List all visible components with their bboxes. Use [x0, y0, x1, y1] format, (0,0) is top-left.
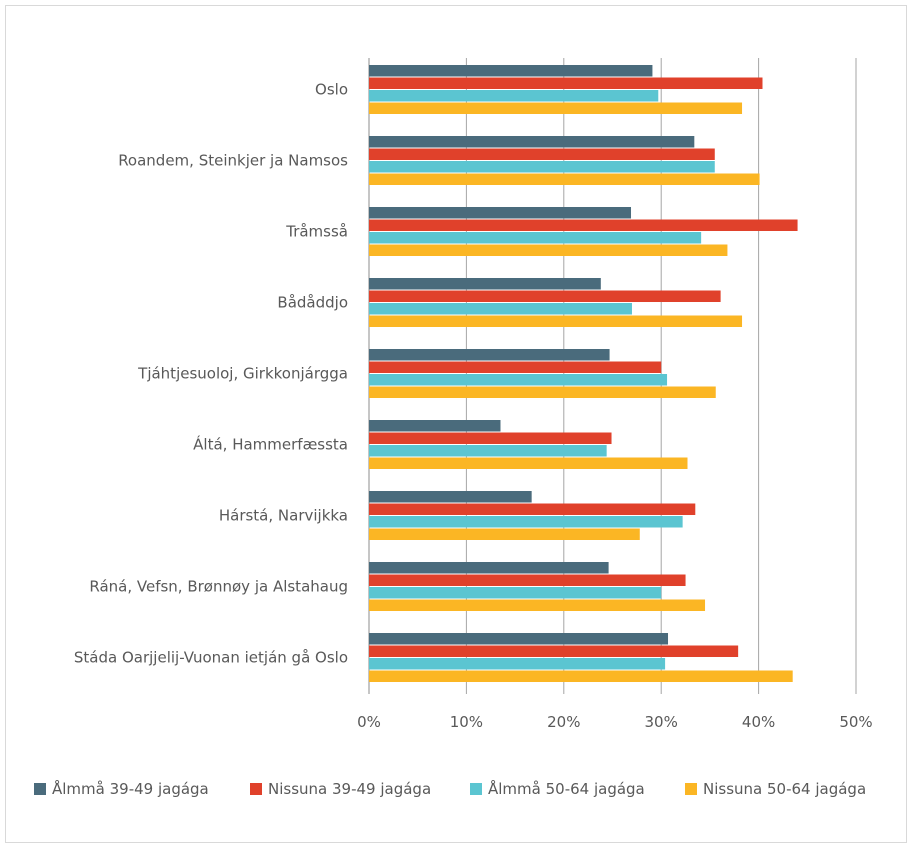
- category-labels: Oslo Roandem, Steinkjer ja Namsos Tråmsså B…: [74, 81, 348, 667]
- bar: [369, 361, 662, 373]
- bar: [369, 432, 612, 444]
- bar: [369, 77, 763, 89]
- legend-label: Ålmmå 39-49 jagága: [52, 779, 209, 798]
- bar: [369, 386, 716, 398]
- bar: [369, 136, 695, 148]
- bar: [369, 173, 760, 185]
- legend-label: Nissuna 50-64 jagága: [703, 780, 866, 798]
- bar: [369, 574, 686, 586]
- legend-swatch: [34, 783, 46, 795]
- category-label: Hárstá, Narvijkka: [219, 507, 348, 525]
- x-tick-label: 0%: [357, 713, 381, 731]
- bar: [369, 633, 669, 645]
- category-label: Tjáhtjesuoloj, Girkkonjárgga: [137, 365, 348, 383]
- bar: [369, 503, 696, 515]
- category-label: Ráná, Vefsn, Brønnøy ja Alstahaug: [89, 578, 348, 596]
- bar: [369, 374, 668, 386]
- bar: [369, 207, 632, 219]
- bar: [369, 303, 632, 315]
- bar: [369, 161, 715, 173]
- bar: [369, 445, 607, 457]
- bar: [369, 645, 739, 657]
- bar: [369, 232, 702, 244]
- bar: [369, 315, 743, 327]
- legend: Ålmmå 39-49 jagága Nissuna 39-49 jagága Ål…: [34, 779, 866, 798]
- legend-item: Ålmmå 50-64 jagága: [470, 779, 645, 798]
- category-label: Stáda Oarjjelij-Vuonan ietján gå Oslo: [74, 649, 348, 667]
- bar: [369, 516, 683, 528]
- bar: [369, 491, 532, 503]
- legend-item: Nissuna 39-49 jagága: [250, 780, 431, 798]
- bar: [369, 219, 798, 231]
- bars: [369, 65, 798, 682]
- legend-label: Ålmmå 50-64 jagága: [488, 779, 645, 798]
- bar: [369, 670, 793, 682]
- category-label: Roandem, Steinkjer ja Namsos: [118, 152, 348, 170]
- legend-item: Ålmmå 39-49 jagága: [34, 779, 209, 798]
- category-label: Bådåddjo: [277, 294, 348, 312]
- bar: [369, 562, 609, 574]
- x-tick-labels: 0% 10% 20% 30% 40% 50%: [357, 713, 873, 731]
- x-tick-label: 50%: [839, 713, 872, 731]
- bar: [369, 278, 601, 290]
- bar: [369, 457, 688, 469]
- legend-swatch: [250, 783, 262, 795]
- x-tick-label: 40%: [742, 713, 775, 731]
- bar: [369, 349, 610, 361]
- x-tick-label: 20%: [547, 713, 580, 731]
- category-label: Oslo: [315, 81, 348, 99]
- legend-label: Nissuna 39-49 jagága: [268, 780, 431, 798]
- bar: [369, 102, 743, 114]
- bar: [369, 528, 640, 540]
- x-tick-label: 10%: [450, 713, 483, 731]
- legend-swatch: [470, 783, 482, 795]
- bar: [369, 599, 706, 611]
- legend-item: Nissuna 50-64 jagága: [685, 780, 866, 798]
- category-label: Áltá, Hammerfæssta: [193, 435, 348, 454]
- bar: [369, 244, 728, 256]
- bar: [369, 420, 501, 432]
- bar: [369, 65, 653, 77]
- bar: [369, 148, 715, 160]
- bar: [369, 658, 666, 670]
- category-label: Tråmsså: [285, 223, 348, 241]
- legend-swatch: [685, 783, 697, 795]
- x-tick-label: 30%: [645, 713, 678, 731]
- bar: [369, 90, 659, 102]
- bar: [369, 290, 721, 302]
- bar: [369, 587, 662, 599]
